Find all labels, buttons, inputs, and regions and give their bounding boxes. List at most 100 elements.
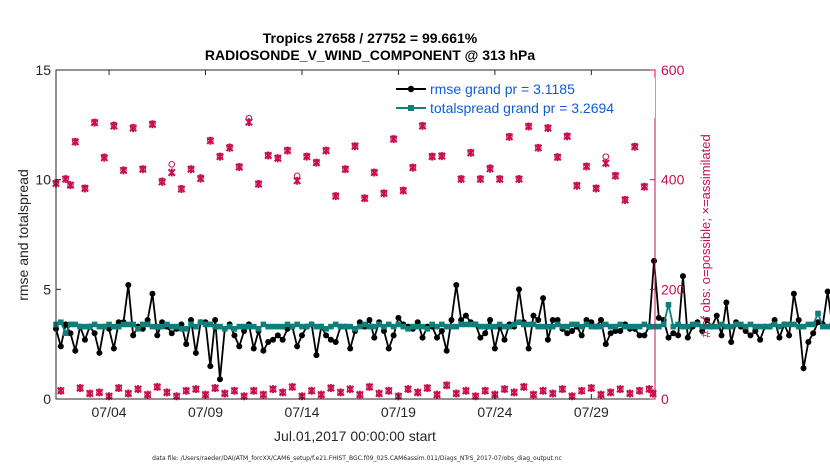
obs-assimilated-point <box>259 390 268 399</box>
obs-assimilated-point <box>389 135 398 144</box>
rmse-point <box>250 345 257 352</box>
totalspread-point <box>154 323 161 330</box>
legend-totalspread-marker <box>408 105 414 111</box>
right-y-tick-label: 200 <box>661 281 685 297</box>
totalspread-point <box>689 321 696 328</box>
rmse-point <box>453 281 460 288</box>
totalspread-point <box>506 323 513 330</box>
obs-assimilated-point <box>500 385 509 394</box>
totalspread-point <box>193 323 199 330</box>
rmse-point <box>356 319 363 326</box>
totalspread-point <box>728 323 735 330</box>
rmse-point <box>742 328 749 335</box>
obs-assimilated-point <box>519 382 528 391</box>
obs-assimilated-point <box>630 142 639 151</box>
totalspread-point <box>246 323 252 330</box>
rmse-point <box>747 332 754 339</box>
rmse-point <box>72 347 79 354</box>
right-y-tick-label: 400 <box>661 172 685 188</box>
totalspread-point <box>757 323 763 330</box>
totalspread-point <box>675 321 681 328</box>
x-tick-label: 07/29 <box>574 404 609 420</box>
obs-assimilated-point <box>553 153 562 162</box>
rmse-point <box>385 345 392 352</box>
totalspread-point <box>250 323 257 330</box>
rmse-point <box>670 330 677 337</box>
obs-assimilated-point <box>336 388 345 397</box>
totalspread-point <box>284 321 291 328</box>
obs-assimilated-point <box>225 143 234 152</box>
totalspread-point <box>86 323 93 330</box>
totalspread-point <box>395 321 402 328</box>
x-tick-label: 07/14 <box>284 404 319 420</box>
rmse-point <box>491 345 498 352</box>
rmse-point <box>815 319 822 326</box>
rmse-point <box>414 319 421 326</box>
obs-assimilated-point <box>399 186 408 195</box>
rmse-point <box>274 332 281 339</box>
rmse-point <box>260 347 267 354</box>
rmse-point <box>371 334 378 341</box>
rmse-point <box>752 328 759 335</box>
obs-assimilated-point <box>457 175 466 184</box>
rmse-point <box>655 314 662 321</box>
obs-assimilated-point <box>587 384 596 393</box>
rmse-point <box>569 328 576 335</box>
obs-assimilated-point <box>548 389 557 398</box>
rmse-point <box>665 334 672 341</box>
totalspread-point <box>574 321 580 328</box>
totalspread-point <box>82 323 88 330</box>
totalspread-point <box>791 321 797 328</box>
totalspread-point <box>318 323 325 330</box>
totalspread-point <box>815 310 821 317</box>
totalspread-point <box>492 323 498 330</box>
rmse-line <box>55 260 830 380</box>
rmse-point <box>434 334 441 341</box>
rmse-point <box>443 347 450 354</box>
rmse-point <box>805 338 812 345</box>
obs-assimilated-point <box>616 385 625 394</box>
legend-box <box>393 78 655 118</box>
totalspread-point <box>603 321 609 328</box>
obs-assimilated-point <box>341 165 350 174</box>
totalspread-point <box>709 323 715 330</box>
obs-assimilated-point <box>143 390 152 399</box>
totalspread-point <box>656 323 662 330</box>
totalspread-point <box>448 323 455 330</box>
obs-assimilated-point <box>375 389 384 398</box>
totalspread-point <box>617 321 624 328</box>
obs-assimilated-point <box>317 390 326 399</box>
chart-subtitle: RADIOSONDE_V_WIND_COMPONENT @ 313 hPa <box>205 47 535 63</box>
rmse-point <box>458 317 465 324</box>
totalspread-point <box>665 301 672 308</box>
totalspread-point <box>820 323 826 330</box>
x-tick-label: 07/24 <box>477 404 512 420</box>
obs-assimilated-point <box>413 388 422 397</box>
rmse-point <box>313 352 320 359</box>
totalspread-point <box>588 323 595 330</box>
rmse-point <box>699 328 706 335</box>
rmse-point <box>477 334 484 341</box>
totalspread-point <box>762 323 768 330</box>
rmse-point <box>675 332 682 339</box>
totalspread-point <box>786 321 792 328</box>
obs-assimilated-point <box>582 162 591 171</box>
totalspread-point <box>554 321 561 328</box>
totalspread-point <box>347 323 353 330</box>
totalspread-point <box>501 323 508 330</box>
rmse-point <box>525 345 532 352</box>
rmse-point <box>554 317 561 324</box>
legend: rmse grand pr = 3.1185 totalspread grand… <box>393 78 655 118</box>
obs-assimilated-point <box>640 182 649 191</box>
totalspread-point <box>684 323 691 330</box>
rmse-point <box>636 332 643 339</box>
obs-assimilated-point <box>293 176 302 185</box>
totalspread-point <box>747 321 754 328</box>
totalspread-point <box>733 321 739 328</box>
obs-assimilated-point <box>177 184 186 193</box>
totalspread-point <box>467 321 474 328</box>
obs-count-layer <box>52 108 657 401</box>
rmse-point <box>588 319 595 326</box>
rmse-point <box>617 328 624 335</box>
rmse-point <box>684 334 691 341</box>
